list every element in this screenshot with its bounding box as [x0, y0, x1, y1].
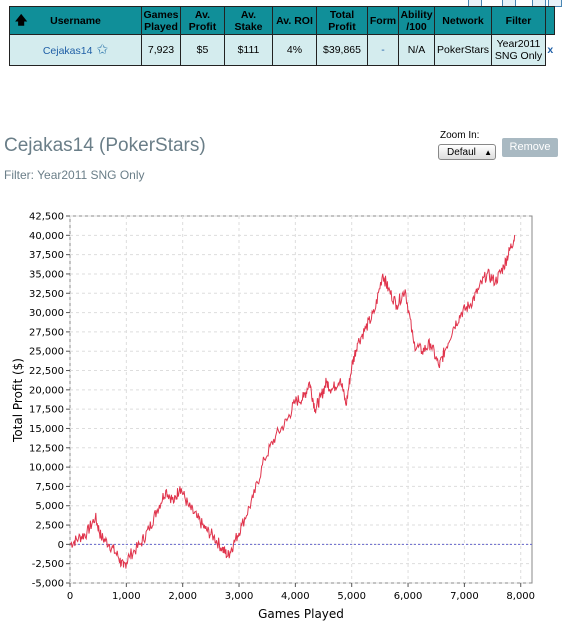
y-tick-label: 0 — [58, 540, 64, 551]
y-tick-label: 40,000 — [29, 231, 64, 242]
table-row: Cejakas14 ✩ 7,923 $5 $111 4% $39,865 - N/… — [9, 34, 555, 66]
column-av-stake[interactable]: Av. Stake — [224, 6, 273, 35]
remove-row-link[interactable]: x — [547, 44, 554, 57]
zoom-label: Zoom In: — [440, 130, 480, 141]
cell-av-stake: $111 — [224, 34, 273, 66]
profit-chart: 0 1,000 2,000 3,000 4,000 5,000 6,000 7,000 8,00… — [11, 212, 535, 622]
column-form[interactable]: Form — [367, 6, 399, 35]
x-tick-label: 6,000 — [394, 591, 423, 602]
sort-up-icon[interactable]: 🡅 — [15, 13, 28, 27]
y-tick-label: 10,000 — [29, 463, 64, 474]
x-tick-label: 0 — [67, 591, 73, 602]
y-tick-label: -5,000 — [32, 579, 64, 590]
y-tick-label: 5,000 — [35, 501, 64, 512]
y-tick-label: 30,000 — [29, 308, 64, 319]
cell-network: PokerStars — [434, 34, 492, 66]
y-tick-label: 27,500 — [29, 327, 64, 338]
settings-icon[interactable] — [548, 0, 562, 7]
zoom-selected-value: Defaul — [447, 147, 476, 158]
y-axis-ticks: -5,000 -2,500 0 2,500 5,000 7,500 10,000 12,500… — [29, 212, 70, 590]
column-network[interactable]: Network — [434, 6, 492, 35]
y-axis-label: Total Profit ($) — [11, 358, 25, 443]
x-tick-label: 7,000 — [450, 591, 479, 602]
cell-form: - — [367, 34, 399, 66]
y-tick-label: 32,500 — [29, 289, 64, 300]
select-arrows-icon: ▲ — [484, 148, 492, 157]
cell-remove: x — [545, 34, 555, 66]
zoom-select[interactable]: Defaul ▲ — [438, 144, 496, 160]
column-games-played[interactable]: Games Played — [141, 6, 181, 35]
y-tick-label: 7,500 — [35, 482, 64, 493]
y-tick-label: 37,500 — [29, 250, 64, 261]
y-tick-label: 22,500 — [29, 366, 64, 377]
x-tick-label: 4,000 — [281, 591, 310, 602]
column-av-profit[interactable]: Av. Profit — [180, 6, 225, 35]
cell-total-profit: $39,865 — [316, 34, 368, 66]
table-header-row: 🡅 Username Games Played Av. Profit Av. Stak… — [9, 6, 555, 35]
x-tick-label: 3,000 — [225, 591, 254, 602]
x-tick-label: 8,000 — [506, 591, 535, 602]
y-tick-label: 42,500 — [29, 212, 64, 223]
x-tick-label: 5,000 — [337, 591, 366, 602]
column-ability[interactable]: Ability/100 — [398, 6, 435, 35]
x-axis-ticks: 0 1,000 2,000 3,000 4,000 5,000 6,000 7,000 8,00… — [67, 583, 535, 602]
y-tick-label: 20,000 — [29, 385, 64, 396]
cell-ability: N/A — [398, 34, 435, 66]
column-av-roi[interactable]: Av. ROI — [272, 6, 317, 35]
grid-vertical — [69, 216, 522, 583]
x-axis-label: Games Played — [258, 607, 344, 621]
y-tick-label: 12,500 — [29, 443, 64, 454]
column-actions — [545, 6, 555, 35]
cell-av-roi: 4% — [272, 34, 317, 66]
y-tick-label: 15,000 — [29, 424, 64, 435]
plot-area — [69, 215, 533, 584]
cell-filter: Year2011 SNG Only — [491, 34, 546, 66]
y-tick-label: 17,500 — [29, 405, 64, 416]
filter-label: Filter: Year2011 SNG Only — [4, 168, 145, 182]
cell-username: Cejakas14 ✩ — [9, 34, 142, 66]
y-tick-label: 25,000 — [29, 347, 64, 358]
cell-av-profit: $5 — [180, 34, 225, 66]
x-tick-label: 2,000 — [168, 591, 197, 602]
player-stats-table: 🡅 Username Games Played Av. Profit Av. Stak… — [9, 6, 555, 66]
star-icon[interactable]: ✩ — [96, 41, 109, 57]
cell-games-played: 7,923 — [141, 34, 181, 66]
remove-button[interactable]: Remove — [502, 138, 558, 157]
y-tick-label: 2,500 — [35, 521, 64, 532]
page-title: Cejakas14 (PokerStars) — [4, 135, 206, 156]
username-link[interactable]: Cejakas14 — [42, 45, 93, 57]
y-tick-label: 35,000 — [29, 269, 64, 280]
column-total-profit[interactable]: Total Profit — [316, 6, 368, 35]
x-tick-label: 1,000 — [112, 591, 141, 602]
column-filter[interactable]: Filter — [491, 6, 546, 35]
y-tick-label: -2,500 — [32, 559, 64, 570]
column-username[interactable]: 🡅 Username — [9, 6, 142, 35]
profit-series-line — [69, 234, 516, 569]
